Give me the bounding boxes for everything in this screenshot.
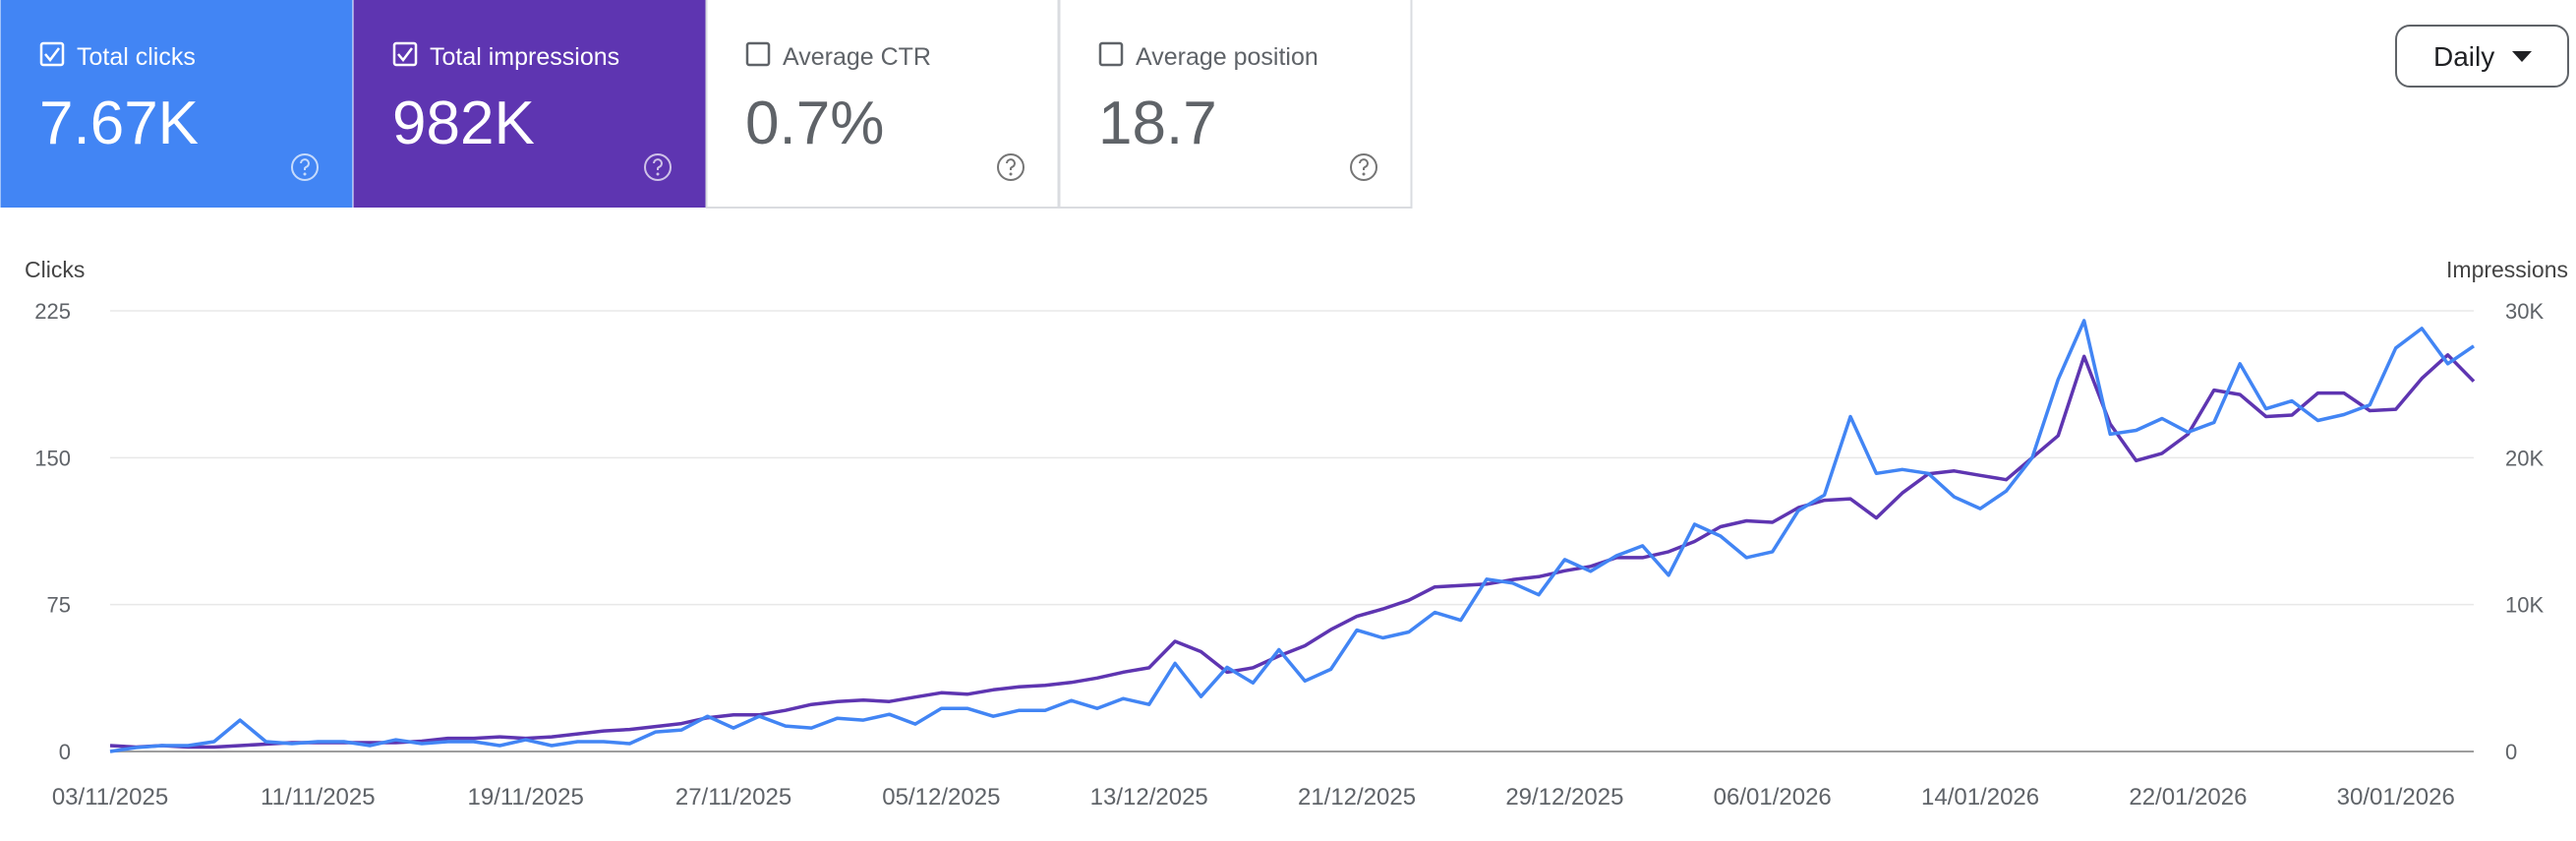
x-tick-label: 22/01/2026	[2129, 784, 2247, 811]
y2-tick-label: 0	[2505, 740, 2517, 764]
x-tick-label: 11/11/2025	[261, 784, 376, 811]
help-icon-glyph[interactable]	[1006, 158, 1016, 170]
card-value[interactable]: 0.7%	[745, 90, 884, 157]
help-icon-dot[interactable]	[1009, 172, 1013, 176]
x-tick-label: 14/01/2026	[1921, 784, 2039, 811]
card-label[interactable]: Average CTR	[783, 43, 931, 71]
series-line	[109, 319, 2475, 753]
help-icon[interactable]	[291, 153, 319, 181]
y-tick-label: 0	[59, 740, 71, 764]
metric-card[interactable]: Average position 18.7	[1058, 0, 1413, 209]
card-value[interactable]: 982K	[392, 90, 535, 157]
help-icon-dot[interactable]	[303, 172, 307, 176]
metric-card[interactable]: Total clicks 7.67K	[0, 0, 353, 208]
interval-dropdown[interactable]: Daily	[2395, 25, 2569, 88]
y2-axis-title: Impressions	[2446, 257, 2568, 282]
y-axis-title: Clicks	[25, 257, 85, 282]
x-tick-label: 29/12/2025	[1505, 784, 1623, 811]
card-label[interactable]: Total clicks	[77, 43, 196, 71]
help-icon[interactable]	[1350, 153, 1377, 181]
help-icon[interactable]	[644, 153, 672, 181]
help-icon-glyph[interactable]	[300, 158, 310, 170]
help-icon[interactable]	[997, 153, 1025, 181]
dropdown-box[interactable]	[2395, 25, 2569, 88]
x-tick-label: 21/12/2025	[1298, 784, 1416, 811]
y-tick-label: 150	[34, 446, 71, 470]
x-tick-label: 27/11/2025	[675, 784, 791, 811]
metric-card[interactable]: Average CTR 0.7%	[705, 0, 1060, 209]
card-label[interactable]: Average position	[1136, 43, 1318, 71]
series-line	[109, 353, 2476, 750]
x-tick-label: 30/01/2026	[2337, 784, 2455, 811]
checkbox-check[interactable]	[397, 47, 413, 63]
y2-tick-label: 30K	[2505, 299, 2544, 324]
card-checkbox[interactable]	[392, 41, 418, 67]
card-checkbox[interactable]	[39, 41, 65, 67]
card-label[interactable]: Total impressions	[430, 43, 619, 71]
x-tick-label: 05/12/2025	[882, 784, 1000, 811]
y2-tick-label: 20K	[2505, 446, 2544, 470]
help-icon-dot[interactable]	[1362, 172, 1366, 176]
x-tick-label: 03/11/2025	[52, 784, 168, 811]
card-checkbox[interactable]	[1098, 41, 1124, 67]
card-value[interactable]: 7.67K	[39, 90, 199, 157]
dropdown-label[interactable]: Daily	[2433, 41, 2494, 72]
card-checkbox[interactable]	[745, 41, 771, 67]
y-tick-label: 225	[34, 299, 71, 324]
y2-tick-label: 10K	[2505, 593, 2544, 618]
checkbox-check[interactable]	[44, 47, 60, 63]
x-tick-label: 13/12/2025	[1090, 784, 1208, 811]
metric-card[interactable]: Total impressions 982K	[353, 0, 706, 208]
help-icon-dot[interactable]	[656, 172, 660, 176]
y-tick-label: 75	[47, 593, 71, 618]
dropdown-arrow[interactable]	[2512, 51, 2532, 62]
card-value[interactable]: 18.7	[1098, 90, 1217, 157]
help-icon-glyph[interactable]	[1359, 158, 1369, 170]
help-icon-glyph[interactable]	[653, 158, 663, 170]
x-tick-label: 19/11/2025	[468, 784, 584, 811]
x-tick-label: 06/01/2026	[1714, 784, 1832, 811]
